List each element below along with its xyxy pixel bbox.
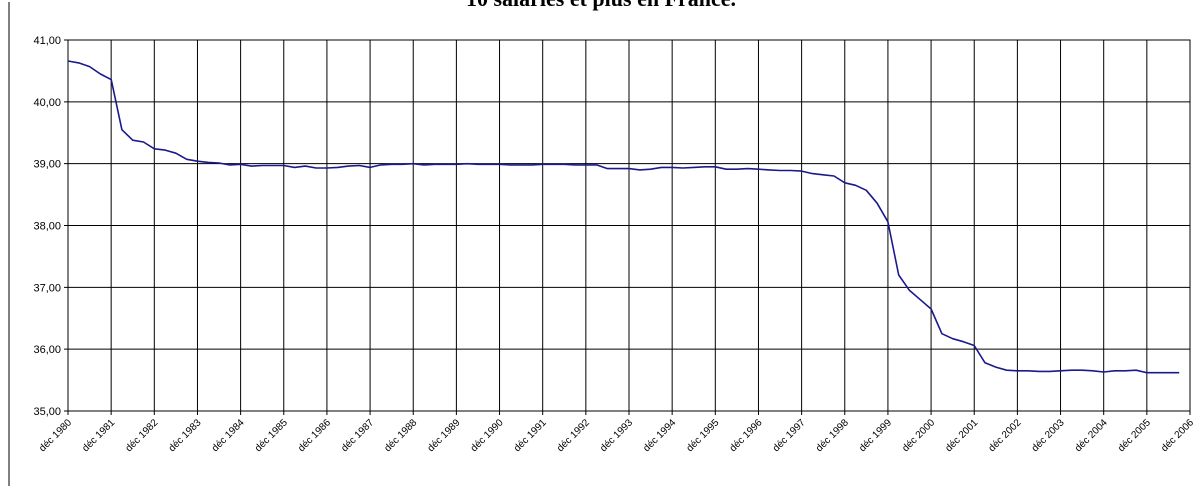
x-tick-label: déc 2001: [943, 417, 980, 454]
x-tick-label: déc 2004: [1073, 417, 1110, 454]
y-tick-label: 38,00: [33, 221, 61, 233]
x-tick-label: déc 2003: [1030, 417, 1067, 454]
y-tick-label: 37,00: [33, 282, 61, 294]
y-axis: 35,00 36,00 37,00 38,00 39,00 40,00 41,00: [33, 35, 61, 418]
x-tick-label: déc 1982: [124, 417, 161, 454]
x-tick-label: déc 1983: [167, 417, 204, 454]
x-tick-label: déc 1986: [296, 417, 333, 454]
series-line: [67, 60, 1180, 374]
x-tick-label: déc 1996: [728, 417, 765, 454]
grid: [64, 39, 1191, 415]
x-tick-label: déc 2005: [1116, 417, 1153, 454]
x-tick-label: déc 1981: [80, 417, 117, 454]
x-tick-label: déc 1984: [210, 417, 247, 454]
x-tick-label: déc 1989: [426, 417, 463, 454]
x-tick-label: déc 1995: [685, 417, 722, 454]
x-tick-label: déc 1988: [382, 417, 419, 454]
x-tick-label: déc 1985: [253, 417, 290, 454]
y-tick-label: 40,00: [33, 97, 61, 109]
y-tick-label: 39,00: [33, 159, 61, 171]
x-tick-label: déc 1990: [469, 417, 506, 454]
x-tick-label: déc 2006: [1159, 417, 1196, 454]
y-tick-label: 41,00: [33, 35, 61, 47]
x-tick-label: déc 1987: [339, 417, 376, 454]
chart-title: 10 salariés et plus en France.: [0, 0, 1202, 12]
x-tick-label: déc 1999: [857, 417, 894, 454]
x-tick-label: déc 1998: [814, 417, 851, 454]
x-tick-label: déc 1994: [641, 417, 678, 454]
x-tick-label: déc 2000: [900, 417, 937, 454]
x-tick-label: déc 1980: [37, 417, 74, 454]
y-tick-label: 35,00: [33, 406, 61, 418]
x-tick-label: déc 1997: [771, 417, 808, 454]
x-axis: déc 1980 déc 1981 déc 1982 déc 1983 déc 1984…: [37, 417, 1196, 454]
x-tick-label: déc 2002: [987, 417, 1024, 454]
x-tick-label: déc 1992: [555, 417, 592, 454]
y-tick-label: 36,00: [33, 344, 61, 356]
plot-area: [67, 39, 1191, 412]
x-tick-label: déc 1993: [598, 417, 635, 454]
x-tick-label: déc 1991: [512, 417, 549, 454]
